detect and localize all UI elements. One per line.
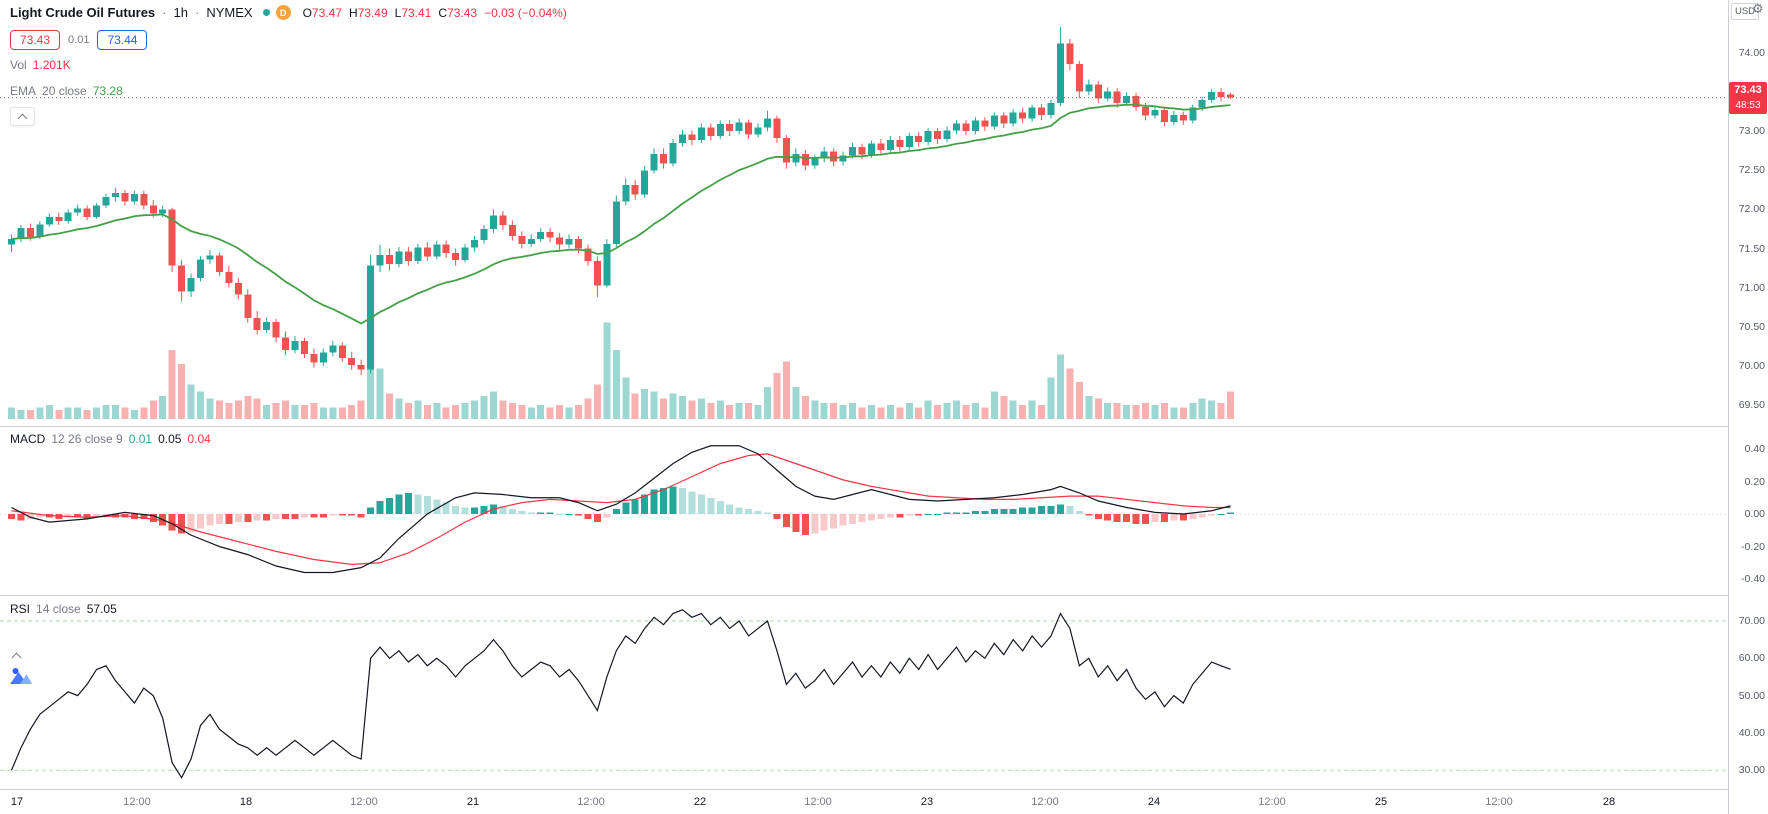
- price-tick-label: 73.00: [1738, 125, 1765, 138]
- rsi-name: RSI: [10, 602, 31, 616]
- time-tick-label: 17: [10, 796, 24, 808]
- close-label: C: [438, 5, 448, 20]
- rsi-value: 57.05: [86, 602, 117, 616]
- ohlc-values: O73.47 H73.49 L73.41 C73.43 −0.03 (−0.04…: [303, 6, 567, 20]
- low-label: L: [394, 5, 402, 20]
- rsi-params: 14 close: [36, 602, 81, 616]
- volume-label: Vol: [10, 58, 27, 72]
- macd-params: 12 26 close 9: [51, 432, 123, 446]
- last-price-value: 73.43: [1734, 84, 1762, 96]
- macd-line-value: 0.05: [158, 432, 182, 446]
- macd-tick-label: -0.40: [1741, 573, 1765, 585]
- time-tick-label: 12:00: [1258, 796, 1286, 808]
- time-tick-label: 12:00: [577, 796, 605, 808]
- macd-tick-label: 0.00: [1744, 508, 1765, 520]
- price-tick-label: 71.00: [1738, 281, 1765, 294]
- gear-icon[interactable]: ⚙: [1752, 1, 1764, 16]
- rsi-tick-label: 70.00: [1738, 615, 1765, 627]
- bar-countdown: 48:53: [1735, 100, 1761, 111]
- tradingview-logo[interactable]: [8, 662, 34, 688]
- chevron-up-icon: [17, 113, 28, 123]
- time-tick-label: 12:00: [1485, 796, 1513, 808]
- symbol-title: Light Crude Oil Futures: [10, 5, 156, 20]
- close-value: 73.43: [447, 5, 478, 20]
- ema-params: 20 close: [42, 84, 87, 98]
- macd-tick-label: 0.20: [1744, 475, 1765, 488]
- rsi-tick-label: 30.00: [1738, 764, 1765, 777]
- ema-legend[interactable]: EMA 20 close 73.28: [10, 84, 123, 98]
- interval-label: 1h: [173, 5, 188, 20]
- rsi-bands: [0, 620, 1728, 771]
- separator: ·: [194, 5, 200, 20]
- macd-signal-line: [11, 453, 1231, 565]
- time-tick-label: 25: [1374, 796, 1388, 808]
- price-axis[interactable]: 74.0073.5073.0072.5072.0071.5071.0070.50…: [1728, 0, 1768, 814]
- spread-value: 0.01: [68, 34, 90, 46]
- price-tick-label: 70.50: [1738, 320, 1765, 333]
- time-tick-label: 21: [466, 796, 480, 808]
- ema-value: 73.28: [92, 84, 123, 98]
- high-label: H: [348, 5, 358, 20]
- delayed-data-badge[interactable]: D: [275, 5, 291, 20]
- rsi-tick-label: 50.00: [1738, 689, 1765, 702]
- time-tick-label: 24: [1147, 796, 1161, 808]
- price-tick-label: 72.00: [1738, 203, 1765, 216]
- rsi-tick-label: 60.00: [1738, 652, 1765, 665]
- ema-line: [11, 103, 1231, 325]
- time-tick-label: 28: [1602, 796, 1616, 808]
- macd-histogram: [8, 486, 1235, 536]
- buy-button[interactable]: 73.44: [97, 30, 148, 50]
- rsi-line: [10, 609, 1231, 779]
- macd-signal-value: 0.04: [187, 432, 211, 446]
- price-tick-label: 71.50: [1738, 242, 1765, 255]
- symbol-legend[interactable]: Light Crude Oil Futures · 1h · NYMEX D O…: [10, 5, 567, 20]
- change-value: −0.03 (−0.04%): [484, 5, 567, 20]
- candles: [8, 27, 1235, 376]
- trade-buttons: 73.43 0.01 73.44: [10, 30, 148, 50]
- open-label: O: [302, 5, 312, 20]
- macd-tick-label: -0.20: [1741, 540, 1765, 553]
- last-price-badge: 73.43 48:53: [1729, 82, 1767, 114]
- macd-tick-label: 0.40: [1744, 443, 1765, 455]
- price-tick-label: 72.50: [1738, 164, 1765, 177]
- pane-dividers: [0, 426, 1768, 596]
- high-value: 73.49: [357, 5, 388, 20]
- macd-legend[interactable]: MACD 12 26 close 9 0.01 0.05 0.04: [10, 432, 211, 446]
- market-status-icon: [262, 9, 270, 16]
- time-tick-label: 18: [239, 796, 253, 808]
- low-value: 73.41: [401, 5, 432, 20]
- price-tick-label: 74.00: [1738, 47, 1765, 59]
- time-tick-label: 12:00: [1031, 796, 1059, 808]
- macd-name: MACD: [10, 432, 46, 446]
- sell-button[interactable]: 73.43: [10, 30, 61, 50]
- volume-value: 1.201K: [32, 58, 71, 72]
- macd-line: [11, 445, 1231, 574]
- volume-legend[interactable]: Vol 1.201K: [10, 58, 71, 72]
- legend-collapse-button[interactable]: [10, 107, 35, 126]
- open-value: 73.47: [311, 5, 342, 20]
- time-axis[interactable]: 17 12:00 18 12:00 21 12:00 22 12:00 23 12:00 24 12:…: [0, 789, 1768, 814]
- mountains-logo-icon: [10, 668, 32, 684]
- price-tick-label: 69.50: [1738, 398, 1765, 411]
- exchange-label: NYMEX: [206, 5, 253, 20]
- volume-bars: [8, 322, 1235, 419]
- currency-button[interactable]: USD: [1731, 3, 1759, 20]
- time-tick-label: 22: [693, 796, 707, 808]
- price-tick-label: 70.00: [1738, 359, 1765, 372]
- time-tick-label: 12:00: [123, 796, 151, 808]
- ema-label: EMA: [10, 84, 37, 98]
- separator: ·: [162, 5, 167, 20]
- time-tick-label: 12:00: [804, 796, 832, 808]
- chevron-up-icon: [11, 652, 22, 663]
- time-tick-label: 23: [920, 796, 934, 808]
- rsi-tick-label: 40.00: [1738, 726, 1765, 739]
- rsi-legend[interactable]: RSI 14 close 57.05: [10, 602, 117, 616]
- time-tick-label: 12:00: [350, 796, 378, 808]
- macd-hist-value: 0.01: [128, 432, 153, 446]
